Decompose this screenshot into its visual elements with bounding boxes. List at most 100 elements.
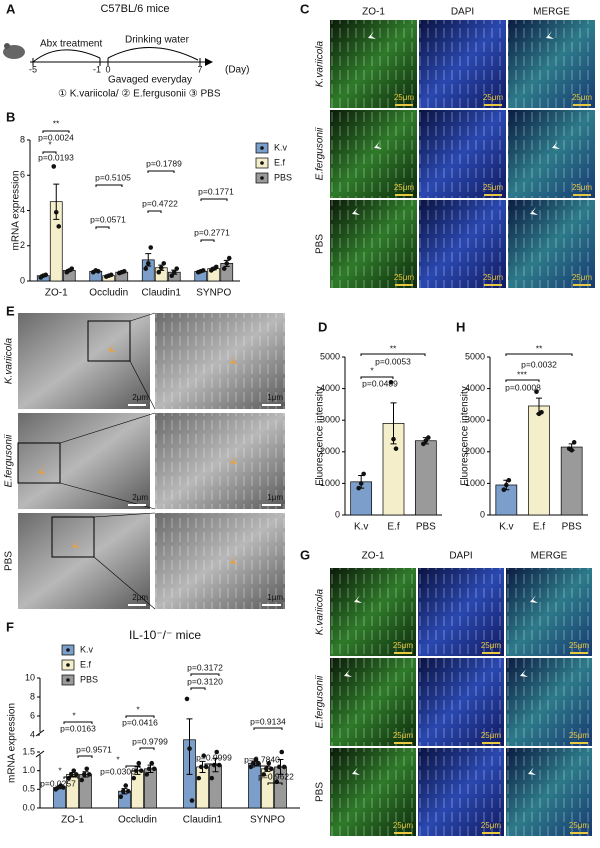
bar <box>560 446 583 516</box>
legend-label: K.v <box>274 142 288 152</box>
y-tick-label: 2000 <box>465 446 485 456</box>
micrograph-texture <box>330 110 417 198</box>
data-point <box>506 477 512 483</box>
day-label: 0 <box>105 64 110 74</box>
data-point <box>423 438 429 444</box>
data-point <box>43 272 49 278</box>
bracket <box>253 727 283 730</box>
phase-label: Abx treatment <box>40 39 102 50</box>
arrowhead <box>230 356 238 364</box>
em-zoom-texture <box>155 513 285 609</box>
y-tick-label: 0 <box>335 509 340 519</box>
legend-dot <box>260 146 264 150</box>
annotation: p=0.1789 <box>146 158 182 168</box>
x-tick-label: K.v <box>354 522 368 533</box>
y-tick-label: 1000 <box>465 478 485 488</box>
scale-label: 2μm <box>132 593 148 602</box>
annotation: p=0.5105 <box>95 172 131 182</box>
column-header: MERGE <box>531 551 568 562</box>
data-point <box>138 768 144 773</box>
data-point <box>73 772 79 777</box>
bracket <box>95 184 123 187</box>
data-point <box>123 783 129 788</box>
data-point <box>148 245 154 250</box>
x-tick-label: E.f <box>533 522 545 533</box>
data-point <box>211 762 217 768</box>
panel-label: H <box>456 319 465 334</box>
data-point <box>250 760 256 766</box>
annotation: * <box>48 139 52 149</box>
row-label: E.fergusonii <box>315 127 326 181</box>
data-point <box>171 269 177 275</box>
micrograph-texture <box>419 20 506 108</box>
micrograph-texture <box>330 568 416 656</box>
data-point <box>196 775 202 781</box>
x-tick-label: PBS <box>562 522 582 533</box>
bracket <box>77 755 93 758</box>
scale-label: 25μm <box>572 93 593 102</box>
legend-label: E.f <box>274 157 286 167</box>
scale-label: 25μm <box>393 821 414 830</box>
annotation: p=0.0024 <box>38 132 74 142</box>
annotation: p=0.0571 <box>90 214 126 224</box>
bracket <box>360 353 426 356</box>
column-header: ZO-1 <box>362 7 385 18</box>
panel-label: D <box>318 319 327 334</box>
data-point <box>125 788 131 794</box>
data-point <box>120 788 126 794</box>
annotation: * <box>72 710 76 720</box>
bracket <box>63 776 79 779</box>
y-tick-label: 3000 <box>320 415 340 425</box>
data-point <box>79 777 85 783</box>
x-tick-label: Occludin <box>89 288 128 299</box>
bracket <box>267 782 283 785</box>
em-overview <box>18 513 150 609</box>
data-point <box>189 798 195 803</box>
x-tick-label: SYNPO <box>196 288 231 299</box>
data-point <box>571 440 577 445</box>
bracket <box>200 198 228 201</box>
y-tick-label: 2 <box>20 240 25 250</box>
annotation: p=0.0163 <box>60 723 96 733</box>
bracket <box>95 226 110 229</box>
bracket <box>253 765 269 768</box>
micrograph-texture <box>330 658 416 746</box>
scale-label: 25μm <box>481 731 502 740</box>
bracket <box>147 170 175 173</box>
y-tick-label: 0.0 <box>22 802 35 812</box>
arrowhead <box>368 31 376 39</box>
data-point <box>86 772 92 777</box>
y-tick-label: 6 <box>30 710 35 720</box>
annotation: p=0.9799 <box>132 736 168 746</box>
data-point <box>268 766 274 772</box>
row-label: E.fergusonii <box>4 434 15 488</box>
micrograph-texture <box>418 658 504 746</box>
data-point <box>151 766 157 772</box>
bracket <box>190 673 220 676</box>
arrowhead <box>352 207 360 215</box>
data-point <box>84 766 90 772</box>
data-point <box>131 775 137 781</box>
data-point <box>221 266 227 271</box>
scale-label: 25μm <box>569 731 590 740</box>
y-tick-label: 2000 <box>320 446 340 456</box>
annotation: * <box>116 754 120 764</box>
column-header: DAPI <box>449 551 472 562</box>
scale-label: 2μm <box>132 393 148 402</box>
arrowhead <box>546 31 554 39</box>
panel-label: G <box>300 547 310 562</box>
column-header: DAPI <box>451 7 474 18</box>
annotation: p=0.9999 <box>196 752 232 762</box>
y-tick-label: 1000 <box>320 478 340 488</box>
y-tick-label: 0 <box>20 275 25 285</box>
groups-label: ① K.variicola/ ② E.fergusonii ③ PBS <box>58 89 221 100</box>
scale-label: 25μm <box>394 93 415 102</box>
annotation: p=0.4722 <box>142 198 178 208</box>
micrograph-texture <box>330 748 416 836</box>
data-point <box>253 757 259 762</box>
y-tick-label: 3000 <box>465 415 485 425</box>
data-point <box>426 435 431 440</box>
zoom-line <box>93 556 156 610</box>
legend-dot <box>260 176 264 180</box>
bar <box>528 405 550 516</box>
